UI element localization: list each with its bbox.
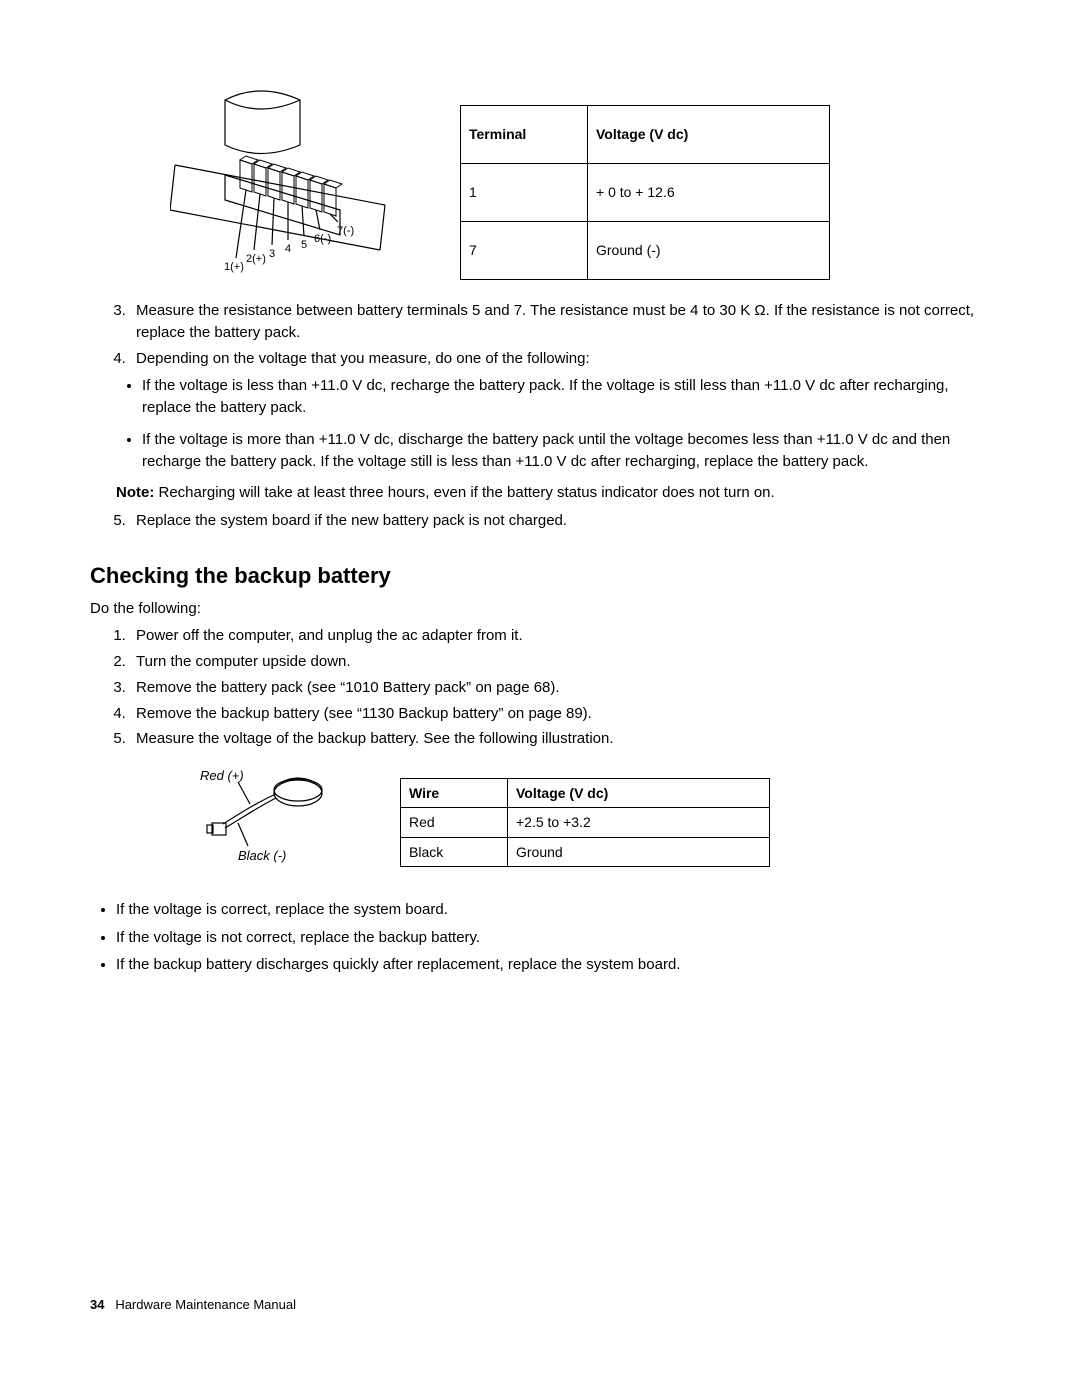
table-row: 7 Ground (-) xyxy=(461,222,830,280)
backup-step-1: Power off the computer, and unplug the a… xyxy=(130,625,990,647)
note-text: Recharging will take at least three hour… xyxy=(154,484,774,501)
terminal-label-2: 2(+) xyxy=(246,253,266,265)
battery-terminal-diagram: 1(+) 2(+) 3 4 5 6(-) 7(-) xyxy=(170,90,400,280)
final-bullet-2: If the voltage is not correct, replace t… xyxy=(116,927,990,949)
backup-step-2: Turn the computer upside down. xyxy=(130,651,990,673)
red-wire-label: Red (+) xyxy=(200,768,244,783)
backup-battery-diagram-wrapper: Red (+) Black (-) xyxy=(190,768,340,875)
voltage-condition-bullets: If the voltage is less than +11.0 V dc, … xyxy=(90,375,990,472)
final-action-bullets: If the voltage is correct, replace the s… xyxy=(90,899,990,976)
table2-header-wire: Wire xyxy=(401,779,508,808)
final-bullet-3: If the backup battery discharges quickly… xyxy=(116,954,990,976)
table1-header-terminal: Terminal xyxy=(461,106,588,164)
battery-step-5: Replace the system board if the new batt… xyxy=(90,510,990,532)
step-5: Replace the system board if the new batt… xyxy=(130,510,990,532)
battery-terminal-block: 1(+) 2(+) 3 4 5 6(-) 7(-) Terminal Volta… xyxy=(170,90,990,280)
backup-battery-block: Red (+) Black (-) Wire Voltage (V dc) Re… xyxy=(190,768,990,875)
battery-steps-3-4: Measure the resistance between battery t… xyxy=(90,300,990,369)
table-row: 1 + 0 to + 12.6 xyxy=(461,164,830,222)
footer-title: Hardware Maintenance Manual xyxy=(115,1297,296,1312)
step-4: Depending on the voltage that you measur… xyxy=(130,348,990,370)
backup-step-3: Remove the battery pack (see “1010 Batte… xyxy=(130,677,990,699)
bullet-high-voltage: If the voltage is more than +11.0 V dc, … xyxy=(142,429,990,473)
backup-step-5: Measure the voltage of the backup batter… xyxy=(130,728,990,750)
final-bullet-1: If the voltage is correct, replace the s… xyxy=(116,899,990,921)
terminal-label-5: 5 xyxy=(301,239,307,251)
backup-intro: Do the following: xyxy=(90,598,990,620)
table2-header-voltage: Voltage (V dc) xyxy=(508,779,770,808)
backup-step-4: Remove the backup battery (see “1130 Bac… xyxy=(130,703,990,725)
table1-header-voltage: Voltage (V dc) xyxy=(588,106,830,164)
backup-battery-heading: Checking the backup battery xyxy=(90,560,990,592)
page-footer: 34 Hardware Maintenance Manual xyxy=(90,1296,990,1315)
recharge-note: Note: Recharging will take at least thre… xyxy=(116,482,990,504)
table-row: Black Ground xyxy=(401,837,770,866)
terminal-label-1: 1(+) xyxy=(224,261,244,273)
backup-battery-diagram: Red (+) Black (-) xyxy=(190,768,340,868)
terminal-label-3: 3 xyxy=(269,248,275,260)
terminal-label-6: 6(-) xyxy=(314,233,331,245)
note-label: Note: xyxy=(116,484,154,501)
page-number: 34 xyxy=(90,1297,104,1312)
table-row: Red +2.5 to +3.2 xyxy=(401,808,770,837)
terminal-label-4: 4 xyxy=(285,243,291,255)
backup-voltage-table: Wire Voltage (V dc) Red +2.5 to +3.2 Bla… xyxy=(400,778,770,867)
backup-steps: Power off the computer, and unplug the a… xyxy=(90,625,990,750)
bullet-low-voltage: If the voltage is less than +11.0 V dc, … xyxy=(142,375,990,419)
terminal-label-7: 7(-) xyxy=(337,225,354,237)
terminal-voltage-table: Terminal Voltage (V dc) 1 + 0 to + 12.6 … xyxy=(460,105,830,280)
black-wire-label: Black (-) xyxy=(238,848,286,863)
step-3: Measure the resistance between battery t… xyxy=(130,300,990,344)
